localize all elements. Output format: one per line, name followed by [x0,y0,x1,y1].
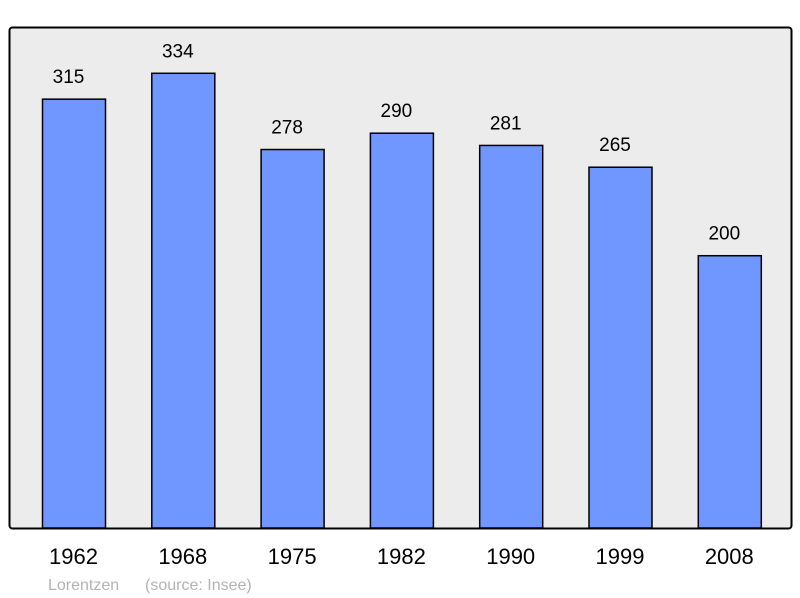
bar-1968 [151,72,216,529]
x-tick-label-1999: 1999 [596,544,645,569]
x-tick-label-1982: 1982 [377,544,426,569]
x-tick-label-2008: 2008 [705,544,754,569]
data-label-1982: 290 [381,101,413,122]
data-label-2008: 200 [708,224,740,245]
data-label-1990: 281 [490,113,522,134]
footer-source: (source: Insee) [145,577,252,594]
bar-1999 [588,166,653,529]
x-tick-label-1990: 1990 [486,544,535,569]
bar-2008 [697,254,763,529]
data-label-1975: 278 [271,118,303,139]
bar-1962 [41,98,107,529]
data-label-1999: 265 [599,135,631,156]
x-tick-label-1968: 1968 [158,544,207,569]
x-tick-label-1962: 1962 [49,544,98,569]
bar-1975 [260,148,325,529]
data-label-1962: 315 [53,67,85,88]
footer-author: Lorentzen [48,577,119,594]
bar-1990 [478,144,544,529]
x-tick-label-1975: 1975 [268,544,317,569]
bar-1982 [369,132,435,529]
data-label-1968: 334 [162,41,194,62]
